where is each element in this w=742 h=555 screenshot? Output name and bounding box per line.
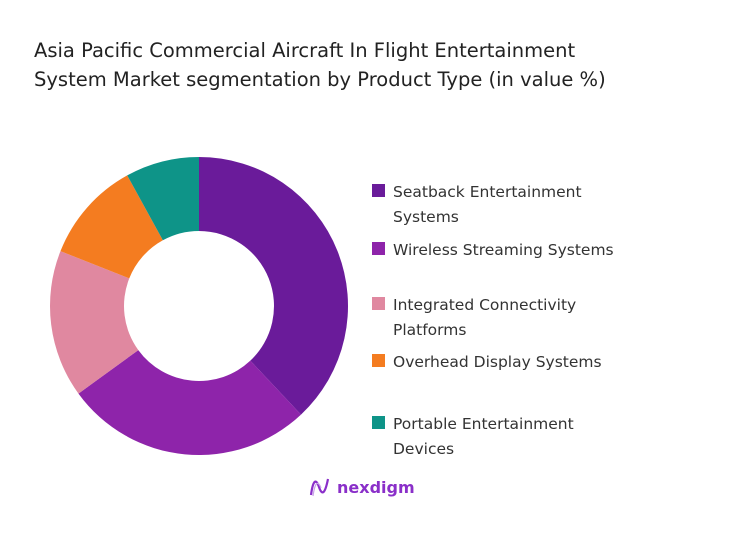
legend-label: Portable Entertainment Devices	[393, 412, 663, 462]
donut-slice-overhead-display-systems	[60, 175, 163, 279]
legend-label-line: Systems	[393, 208, 459, 226]
legend-label: Integrated Connectivity Platforms	[393, 293, 663, 343]
legend-label-line: Wireless Streaming Systems	[393, 241, 614, 259]
legend-item: Seatback Entertainment Systems	[372, 180, 663, 230]
legend-item: Integrated Connectivity Platforms	[372, 293, 663, 343]
nexdigm-logo-text: nexdigm	[337, 477, 415, 497]
legend-label-line: Portable Entertainment	[393, 415, 574, 433]
donut-slice-seatback-entertainment-systems	[199, 157, 349, 415]
legend-label-line: Seatback Entertainment	[393, 183, 582, 201]
legend-swatch	[372, 242, 385, 255]
legend-swatch	[372, 416, 385, 429]
nexdigm-logo-icon	[309, 478, 330, 497]
title-line-2: System Market segmentation by Product Ty…	[34, 68, 606, 91]
legend-label: Wireless Streaming Systems	[393, 238, 663, 263]
legend-label-line: Devices	[393, 440, 455, 458]
legend-label: Overhead Display Systems	[393, 350, 663, 375]
legend-item: Overhead Display Systems	[372, 350, 663, 375]
legend-item: Wireless Streaming Systems	[372, 238, 663, 263]
legend-swatch	[372, 297, 385, 310]
nexdigm-logo: nexdigm	[309, 476, 415, 498]
legend-label-line: Overhead Display Systems	[393, 353, 602, 371]
legend-label-line: Integrated Connectivity	[393, 296, 577, 314]
donut-slice-portable-entertainment-devices	[127, 157, 199, 241]
donut-slice-wireless-streaming-systems	[78, 350, 301, 456]
legend-item: Portable Entertainment Devices	[372, 412, 663, 462]
title-line-1: Asia Pacific Commercial Aircraft In Flig…	[34, 39, 576, 62]
legend-swatch	[372, 184, 385, 197]
legend-label-line: Platforms	[393, 321, 467, 339]
legend-label: Seatback Entertainment Systems	[393, 180, 663, 230]
donut-slice-integrated-connectivity-platforms	[49, 251, 139, 394]
legend-swatch	[372, 354, 385, 367]
chart-title: Asia Pacific Commercial Aircraft In Flig…	[34, 36, 606, 94]
